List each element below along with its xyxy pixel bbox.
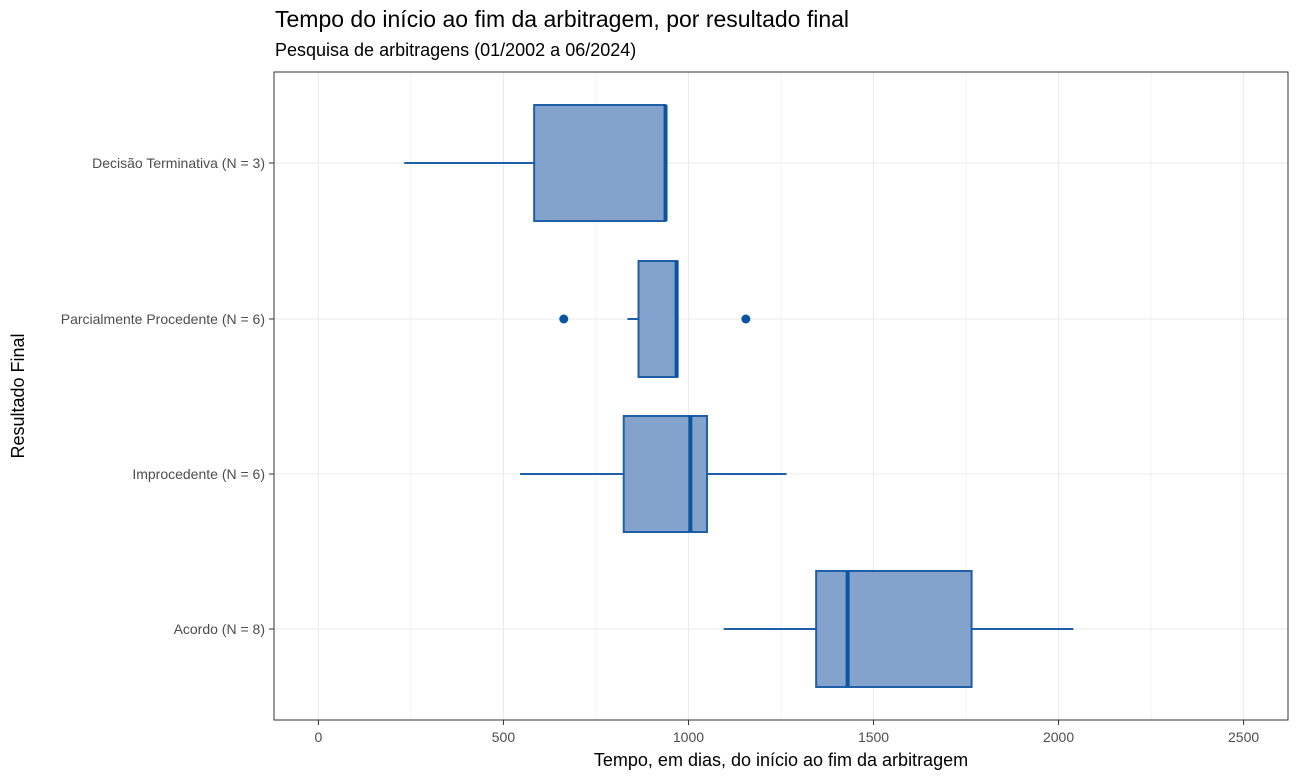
x-tick-label: 500 bbox=[492, 729, 516, 745]
y-tick-label: Parcialmente Procedente (N = 6) bbox=[61, 311, 265, 327]
axis-layer: Decisão Terminativa (N = 3) Parcialmente … bbox=[61, 155, 1260, 745]
outlier-point bbox=[559, 314, 569, 324]
outlier-point bbox=[741, 314, 751, 324]
x-tick-label: 1000 bbox=[673, 729, 704, 745]
x-tick-label: 2500 bbox=[1228, 729, 1259, 745]
x-axis-title: Tempo, em dias, do início ao fim da arbi… bbox=[594, 750, 968, 770]
x-tick-label: 0 bbox=[315, 729, 323, 745]
grid-layer bbox=[274, 72, 1288, 720]
box-iqr bbox=[622, 415, 708, 533]
box-iqr bbox=[637, 260, 679, 378]
box-layer bbox=[404, 104, 1074, 688]
y-tick-label: Decisão Terminativa (N = 3) bbox=[92, 155, 265, 171]
x-tick-label: 2000 bbox=[1043, 729, 1074, 745]
box-iqr bbox=[533, 104, 667, 222]
y-axis-title: Resultado Final bbox=[8, 333, 28, 458]
box-iqr bbox=[815, 570, 973, 688]
chart-subtitle: Pesquisa de arbitragens (01/2002 a 06/20… bbox=[275, 40, 637, 60]
chart-title: Tempo do início ao fim da arbitragem, po… bbox=[275, 6, 850, 32]
y-tick-label: Improcedente (N = 6) bbox=[132, 466, 265, 482]
x-tick-label: 1500 bbox=[858, 729, 889, 745]
panel-border bbox=[273, 71, 1289, 721]
y-tick-label: Acordo (N = 8) bbox=[174, 621, 265, 637]
